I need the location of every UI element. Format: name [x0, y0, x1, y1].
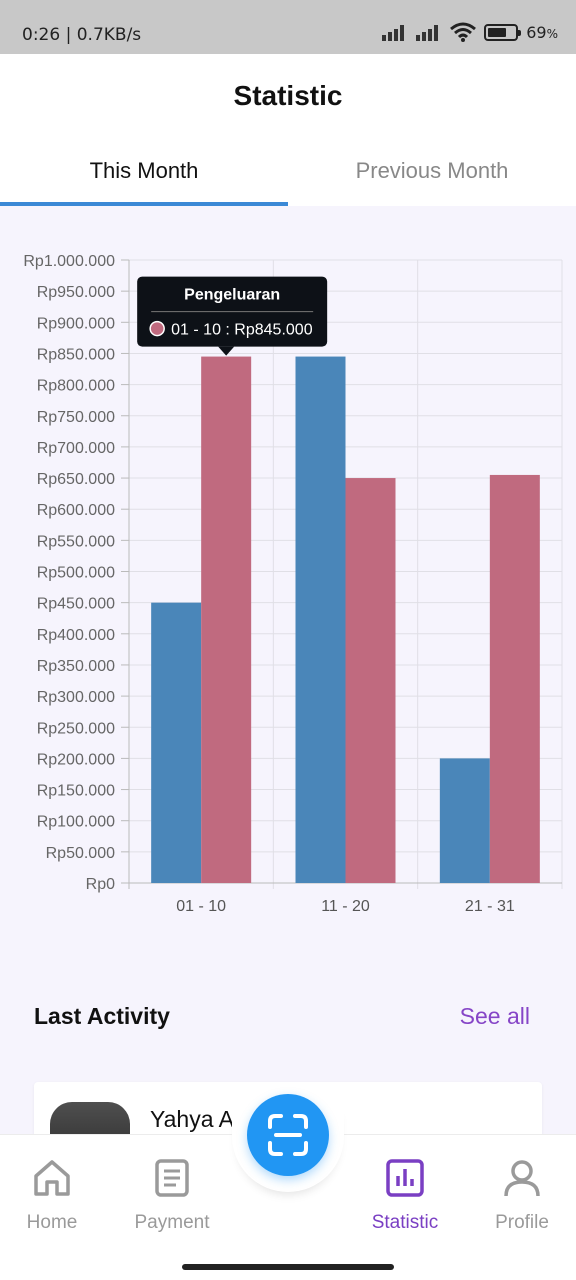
battery-level: 69% — [526, 22, 558, 42]
status-time: 0:26 — [22, 25, 61, 45]
wifi-icon — [450, 22, 477, 42]
see-all-link[interactable]: See all — [459, 1003, 530, 1029]
y-tick-label: Rp350.000 — [37, 658, 115, 675]
signal-icon-2 — [416, 23, 442, 41]
page-title: Statistic — [233, 80, 343, 111]
y-tick-label: Rp700.000 — [37, 440, 115, 457]
bar-s0-c0 — [151, 602, 202, 883]
y-tick-label: Rp900.000 — [37, 315, 115, 332]
y-tick-label: Rp200.000 — [37, 751, 115, 768]
battery-icon — [484, 23, 522, 41]
nav-statistic[interactable]: Statistic — [345, 1158, 465, 1234]
tooltip-value: 01 - 10 : Rp845.000 — [171, 322, 313, 339]
y-tick-label: Rp550.000 — [37, 533, 115, 550]
home-indicator — [182, 1264, 394, 1270]
bar-s0-c1 — [295, 356, 346, 883]
statistic-icon — [386, 1159, 424, 1197]
tab-this-month[interactable]: This Month — [0, 144, 288, 206]
nav-home-label: Home — [26, 1212, 78, 1233]
header: Statistic This Month Previous Month — [0, 54, 576, 206]
bar-chart-svg: Rp0 Rp50.000 Rp100.000 Rp150.000 Rp200.000 Rp… — [23, 253, 563, 915]
bar-s1-c0 — [201, 356, 252, 883]
x-tick-label: 11 - 20 — [321, 898, 370, 915]
nav-home[interactable]: Home — [0, 1158, 112, 1234]
y-tick-label: Rp650.000 — [37, 471, 115, 488]
profile-icon — [504, 1160, 540, 1197]
tab-bar: This Month Previous Month — [0, 144, 576, 206]
y-tick-label: Rp1.000.000 — [23, 253, 115, 270]
y-tick-label: Rp950.000 — [37, 284, 115, 301]
y-tick-label: Rp50.000 — [46, 845, 115, 862]
bar-s0-c2 — [439, 758, 490, 883]
scan-icon — [268, 1114, 308, 1156]
nav-profile[interactable]: Profile — [462, 1158, 576, 1234]
y-tick-label: Rp400.000 — [37, 627, 115, 644]
bar-s1-c1 — [345, 478, 396, 883]
payment-icon — [155, 1159, 189, 1197]
y-tick-label: Rp850.000 — [37, 346, 115, 363]
tooltip-title: Pengeluaran — [184, 287, 280, 304]
y-tick-label: Rp500.000 — [37, 565, 115, 582]
y-tick-label: Rp100.000 — [37, 814, 115, 831]
status-speed: 0.7KB/s — [76, 25, 142, 45]
nav-payment-label: Payment — [134, 1212, 210, 1233]
y-tick-label: Rp300.000 — [37, 689, 115, 706]
nav-payment[interactable]: Payment — [112, 1158, 232, 1234]
bar-s1-c2 — [489, 474, 540, 883]
tooltip-arrow — [218, 346, 235, 356]
last-activity-title: Last Activity — [34, 1003, 170, 1029]
scan-button[interactable] — [247, 1094, 329, 1176]
x-tick-label: 21 - 31 — [465, 898, 515, 915]
x-tick-label: 01 - 10 — [176, 898, 226, 915]
status-right: 69% — [382, 22, 558, 42]
y-tick-label: Rp0 — [86, 876, 115, 893]
y-tick-label: Rp450.000 — [37, 596, 115, 613]
y-tick-label: Rp150.000 — [37, 783, 115, 800]
last-activity-header: Last Activity See all — [34, 1003, 530, 1030]
y-tick-label: Rp250.000 — [37, 720, 115, 737]
tooltip-marker — [149, 320, 165, 337]
signal-icon — [382, 23, 408, 41]
nav-statistic-label: Statistic — [371, 1212, 439, 1233]
home-icon — [34, 1160, 70, 1196]
y-tick-label: Rp750.000 — [37, 409, 115, 426]
tab-previous-month[interactable]: Previous Month — [355, 158, 509, 183]
y-tick-label: Rp600.000 — [37, 502, 115, 519]
expense-chart: Rp0 Rp50.000 Rp100.000 Rp150.000 Rp200.000 Rp… — [0, 240, 576, 930]
nav-profile-label: Profile — [495, 1212, 549, 1233]
status-bar: 0:26 | 0.7KB/s 69% — [0, 0, 576, 54]
y-tick-label: Rp800.000 — [37, 378, 115, 395]
activity-name: Yahya Alf — [150, 1106, 246, 1132]
status-left: 0:26 | 0.7KB/s — [22, 25, 142, 45]
